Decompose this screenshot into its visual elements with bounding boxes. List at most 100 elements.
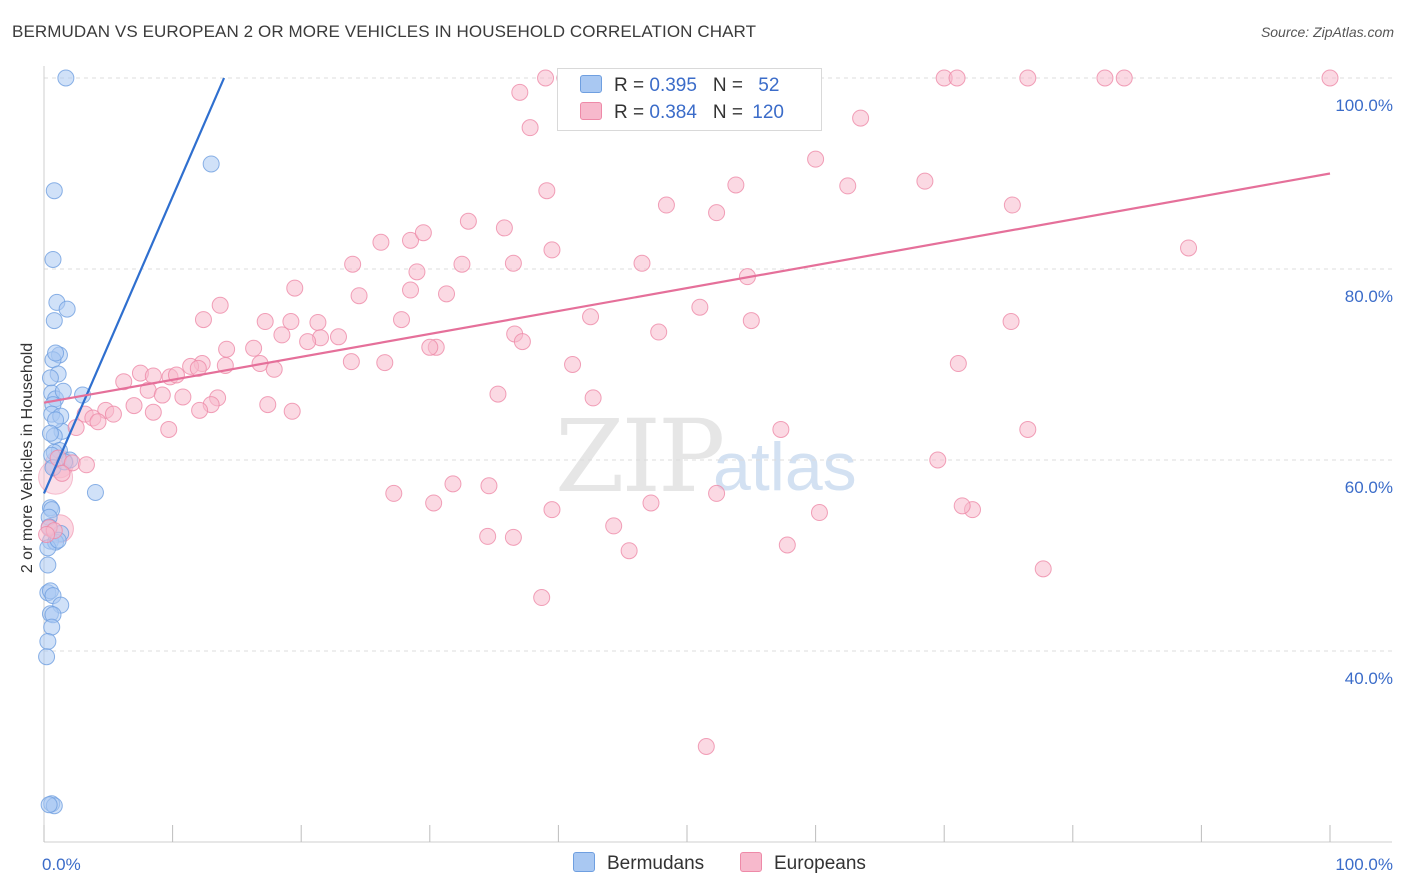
european-point <box>953 497 971 515</box>
european-point <box>929 451 947 469</box>
european-point <box>194 311 212 329</box>
european-point <box>1180 239 1198 257</box>
european-point <box>393 311 411 329</box>
european-point <box>852 109 870 127</box>
european-point <box>191 401 209 419</box>
european-point <box>620 542 638 560</box>
y-axis-label: 2 or more Vehicles in Household <box>19 343 36 573</box>
legend-row-bermudans: R = 0.395 N = 52 <box>580 75 779 101</box>
european-point <box>543 501 561 519</box>
legend-n-label: N = <box>712 102 749 123</box>
european-point <box>948 69 966 87</box>
bermudan-point <box>45 182 63 200</box>
source-label: Source: ZipAtlas.com <box>1260 24 1394 40</box>
bermudan-point <box>41 369 59 387</box>
legend-n-value: 52 <box>758 75 780 96</box>
european-point <box>949 355 967 373</box>
european-point <box>344 255 362 273</box>
x-tick-label: 0.0% <box>42 855 81 874</box>
european-point <box>309 313 327 331</box>
european-point <box>582 308 600 326</box>
european-point <box>504 254 522 272</box>
european-point <box>160 420 178 438</box>
european-point <box>459 212 477 230</box>
european-point <box>605 517 623 535</box>
european-point <box>807 150 825 168</box>
bermudan-point <box>43 618 61 636</box>
watermark-zip: ZIP <box>555 398 725 515</box>
european-trendline <box>43 172 1331 404</box>
legend-swatch-europeans <box>580 102 602 120</box>
european-point <box>495 219 513 237</box>
european-point <box>329 328 347 346</box>
european-point <box>657 196 675 214</box>
legend-r-value: 0.384 <box>649 102 697 123</box>
european-point <box>189 359 207 377</box>
legend-swatch-bermudans <box>580 75 602 93</box>
european-point <box>408 263 426 281</box>
bottom-legend-label-bermudans: Bermudans <box>607 853 705 874</box>
bermudan-point <box>54 382 72 400</box>
chart-title: BERMUDAN VS EUROPEAN 2 OR MORE VEHICLES … <box>12 22 757 41</box>
european-point <box>584 389 602 407</box>
legend-r-label: R = <box>614 75 650 96</box>
european-point <box>1034 560 1052 578</box>
european-point <box>282 313 300 331</box>
european-point <box>772 420 790 438</box>
european-point <box>453 255 471 273</box>
european-point <box>342 353 360 371</box>
bottom-legend-swatch-bermudans <box>573 852 595 872</box>
bottom-legend-bermudans[interactable]: Bermudans <box>573 852 704 875</box>
european-point <box>245 339 263 357</box>
european-point <box>480 477 498 495</box>
european-point <box>810 504 828 522</box>
european-point <box>89 413 107 431</box>
y-tick-label: 100.0% <box>1335 96 1393 115</box>
european-point <box>708 484 726 502</box>
european-point <box>104 405 122 423</box>
european-point <box>742 312 760 330</box>
european-point <box>38 525 56 543</box>
european-point <box>533 589 551 607</box>
bermudan-point <box>39 556 57 574</box>
european-point <box>778 536 796 554</box>
european-point <box>1321 69 1339 87</box>
european-point <box>511 83 529 101</box>
european-point <box>414 224 432 242</box>
european-point <box>283 402 301 420</box>
european-point <box>115 373 133 391</box>
bermudan-trendline <box>42 77 226 494</box>
european-point <box>385 484 403 502</box>
european-point <box>633 254 651 272</box>
european-point <box>489 385 507 403</box>
european-point <box>537 69 555 87</box>
european-point <box>1115 69 1133 87</box>
european-point <box>125 397 143 415</box>
european-point <box>642 494 660 512</box>
bermudan-point <box>45 312 63 330</box>
bermudan-point <box>38 648 56 666</box>
y-tick-label: 60.0% <box>1345 478 1393 497</box>
european-point <box>53 464 71 482</box>
european-point <box>211 296 229 314</box>
european-point <box>1003 196 1021 214</box>
bottom-legend-label-europeans: Europeans <box>774 853 866 874</box>
bottom-legend-europeans[interactable]: Europeans <box>740 852 866 875</box>
european-point <box>425 494 443 512</box>
european-point <box>402 231 420 249</box>
european-point <box>727 176 745 194</box>
european-point <box>691 298 709 316</box>
legend-row-europeans: R = 0.384 N = 120 <box>580 102 784 128</box>
european-point <box>708 204 726 222</box>
european-point <box>513 333 531 351</box>
european-point <box>444 475 462 493</box>
european-point <box>259 396 277 414</box>
european-point <box>350 287 368 305</box>
european-point <box>564 356 582 373</box>
european-point <box>543 241 561 259</box>
watermark-atlas: atlas <box>713 429 857 505</box>
european-point <box>144 403 162 421</box>
european-point <box>1019 69 1037 87</box>
correlation-legend: R = 0.395 N = 52 R = 0.384 N = 120 <box>557 68 822 131</box>
bermudan-point <box>58 300 76 318</box>
